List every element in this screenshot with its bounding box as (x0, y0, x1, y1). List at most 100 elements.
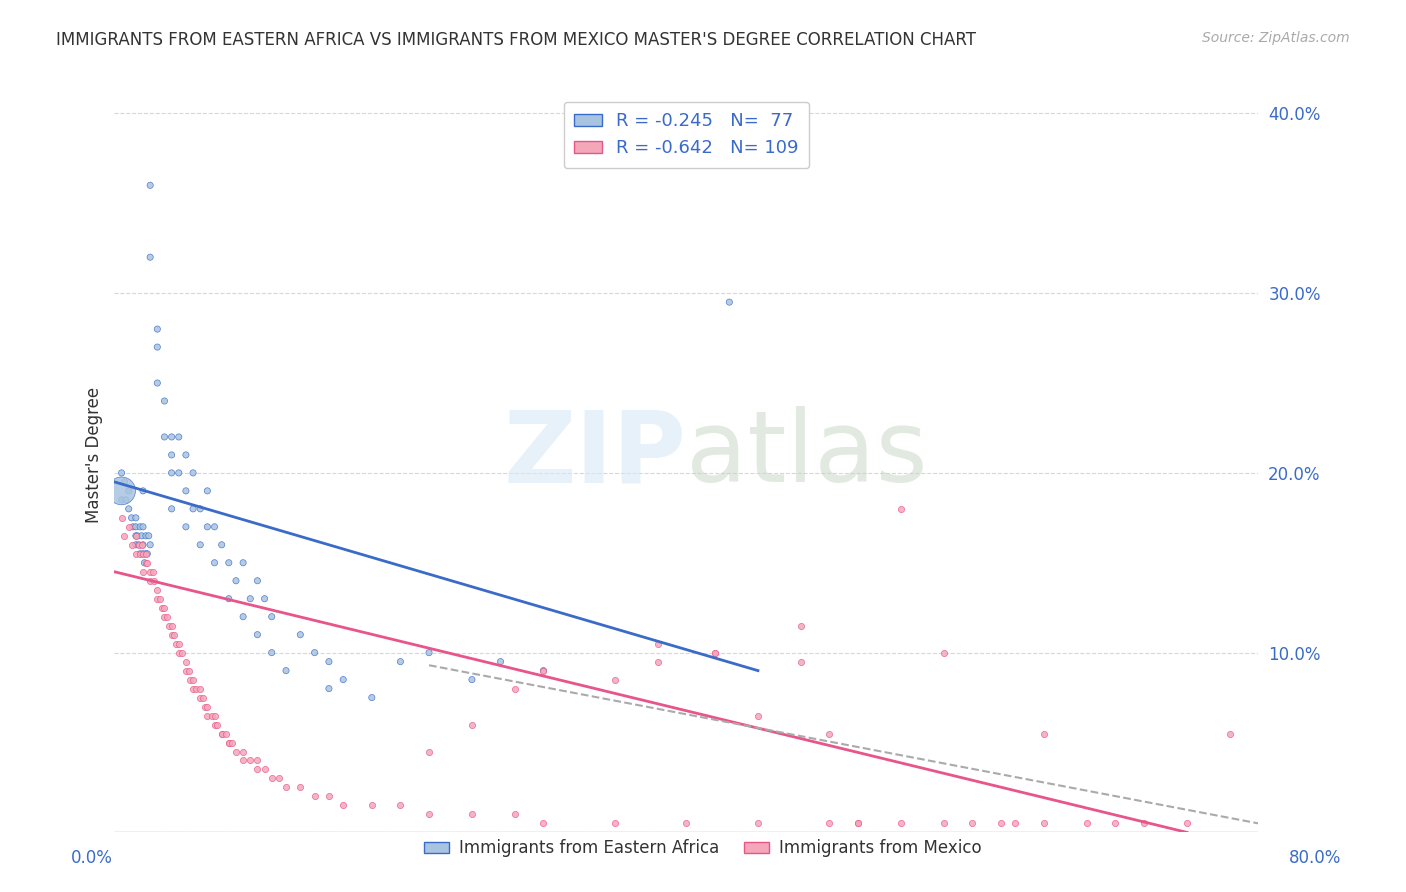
Immigrants from Eastern Africa (139, 250, 162, 264)
Immigrants from Mexico (125, 529, 148, 543)
Immigrants from Eastern Africa (232, 609, 254, 624)
Immigrants from Mexico (143, 574, 166, 588)
Immigrants from Mexico (142, 565, 165, 579)
Immigrants from Eastern Africa (204, 556, 226, 570)
Immigrants from Eastern Africa (129, 547, 152, 561)
Immigrants from Mexico (1133, 816, 1156, 830)
Immigrants from Mexico (167, 646, 190, 660)
Immigrants from Mexico (932, 646, 955, 660)
Immigrants from Eastern Africa (110, 483, 132, 498)
Immigrants from Mexico (218, 735, 240, 749)
Immigrants from Mexico (253, 763, 276, 777)
Immigrants from Mexico (704, 646, 727, 660)
Immigrants from Eastern Africa (160, 448, 183, 462)
Immigrants from Eastern Africa (461, 673, 484, 687)
Immigrants from Mexico (179, 673, 201, 687)
Immigrants from Mexico (246, 763, 269, 777)
Immigrants from Mexico (174, 664, 197, 678)
Immigrants from Mexico (157, 618, 180, 632)
Immigrants from Eastern Africa (181, 466, 204, 480)
Immigrants from Mexico (318, 789, 340, 804)
Immigrants from Mexico (135, 556, 157, 570)
Immigrants from Mexico (603, 673, 626, 687)
Legend: Immigrants from Eastern Africa, Immigrants from Mexico: Immigrants from Eastern Africa, Immigran… (418, 833, 988, 864)
Immigrants from Eastern Africa (125, 529, 148, 543)
Immigrants from Mexico (125, 547, 148, 561)
Immigrants from Mexico (503, 681, 526, 696)
Immigrants from Mexico (135, 547, 157, 561)
Text: Source: ZipAtlas.com: Source: ZipAtlas.com (1202, 31, 1350, 45)
Immigrants from Mexico (304, 789, 326, 804)
Immigrants from Eastern Africa (128, 538, 150, 552)
Immigrants from Mexico (1175, 816, 1198, 830)
Immigrants from Mexico (890, 501, 912, 516)
Immigrants from Mexico (461, 807, 484, 822)
Immigrants from Eastern Africa (134, 556, 156, 570)
Text: 80.0%: 80.0% (1288, 849, 1341, 867)
Immigrants from Mexico (149, 591, 172, 606)
Immigrants from Mexico (332, 798, 354, 813)
Immigrants from Mexico (181, 673, 204, 687)
Immigrants from Mexico (201, 708, 224, 723)
Immigrants from Mexico (110, 511, 132, 525)
Immigrants from Mexico (246, 754, 269, 768)
Immigrants from Mexico (156, 609, 179, 624)
Immigrants from Eastern Africa (139, 178, 162, 193)
Immigrants from Eastern Africa (418, 646, 440, 660)
Immigrants from Mexico (170, 646, 193, 660)
Immigrants from Mexico (177, 664, 200, 678)
Immigrants from Eastern Africa (211, 538, 233, 552)
Immigrants from Mexico (211, 726, 233, 740)
Immigrants from Mexico (174, 655, 197, 669)
Immigrants from Eastern Africa (131, 529, 153, 543)
Immigrants from Eastern Africa (115, 492, 138, 507)
Immigrants from Mexico (503, 807, 526, 822)
Immigrants from Mexico (167, 637, 190, 651)
Immigrants from Eastern Africa (110, 492, 132, 507)
Immigrants from Eastern Africa (110, 466, 132, 480)
Immigrants from Eastern Africa (160, 501, 183, 516)
Immigrants from Eastern Africa (239, 591, 262, 606)
Immigrants from Eastern Africa (360, 690, 382, 705)
Immigrants from Eastern Africa (153, 394, 176, 409)
Immigrants from Mexico (962, 816, 984, 830)
Immigrants from Eastern Africa (125, 511, 148, 525)
Immigrants from Mexico (704, 646, 727, 660)
Immigrants from Mexico (193, 699, 215, 714)
Immigrants from Mexico (818, 726, 841, 740)
Text: IMMIGRANTS FROM EASTERN AFRICA VS IMMIGRANTS FROM MEXICO MASTER'S DEGREE CORRELA: IMMIGRANTS FROM EASTERN AFRICA VS IMMIGR… (56, 31, 976, 49)
Immigrants from Eastern Africa (260, 609, 283, 624)
Immigrants from Eastern Africa (246, 628, 269, 642)
Immigrants from Mexico (675, 816, 697, 830)
Immigrants from Mexico (221, 735, 243, 749)
Immigrants from Eastern Africa (167, 430, 190, 444)
Immigrants from Eastern Africa (146, 376, 169, 390)
Immigrants from Eastern Africa (160, 466, 183, 480)
Immigrants from Mexico (790, 618, 813, 632)
Immigrants from Eastern Africa (129, 520, 152, 534)
Immigrants from Mexico (747, 816, 769, 830)
Immigrants from Eastern Africa (125, 520, 148, 534)
Immigrants from Mexico (204, 708, 226, 723)
Immigrants from Eastern Africa (332, 673, 354, 687)
Immigrants from Mexico (128, 538, 150, 552)
Immigrants from Mexico (533, 664, 555, 678)
Immigrants from Eastern Africa (195, 520, 218, 534)
Immigrants from Mexico (146, 591, 169, 606)
Text: 0.0%: 0.0% (70, 849, 112, 867)
Immigrants from Eastern Africa (136, 547, 159, 561)
Immigrants from Eastern Africa (290, 628, 312, 642)
Immigrants from Mexico (418, 745, 440, 759)
Immigrants from Mexico (218, 735, 240, 749)
Immigrants from Eastern Africa (135, 547, 157, 561)
Immigrants from Mexico (360, 798, 382, 813)
Immigrants from Eastern Africa (174, 483, 197, 498)
Immigrants from Eastern Africa (139, 538, 162, 552)
Immigrants from Mexico (290, 780, 312, 795)
Immigrants from Mexico (647, 655, 669, 669)
Immigrants from Mexico (932, 816, 955, 830)
Immigrants from Mexico (225, 745, 247, 759)
Immigrants from Mexico (188, 690, 211, 705)
Immigrants from Mexico (890, 816, 912, 830)
Immigrants from Mexico (846, 816, 869, 830)
